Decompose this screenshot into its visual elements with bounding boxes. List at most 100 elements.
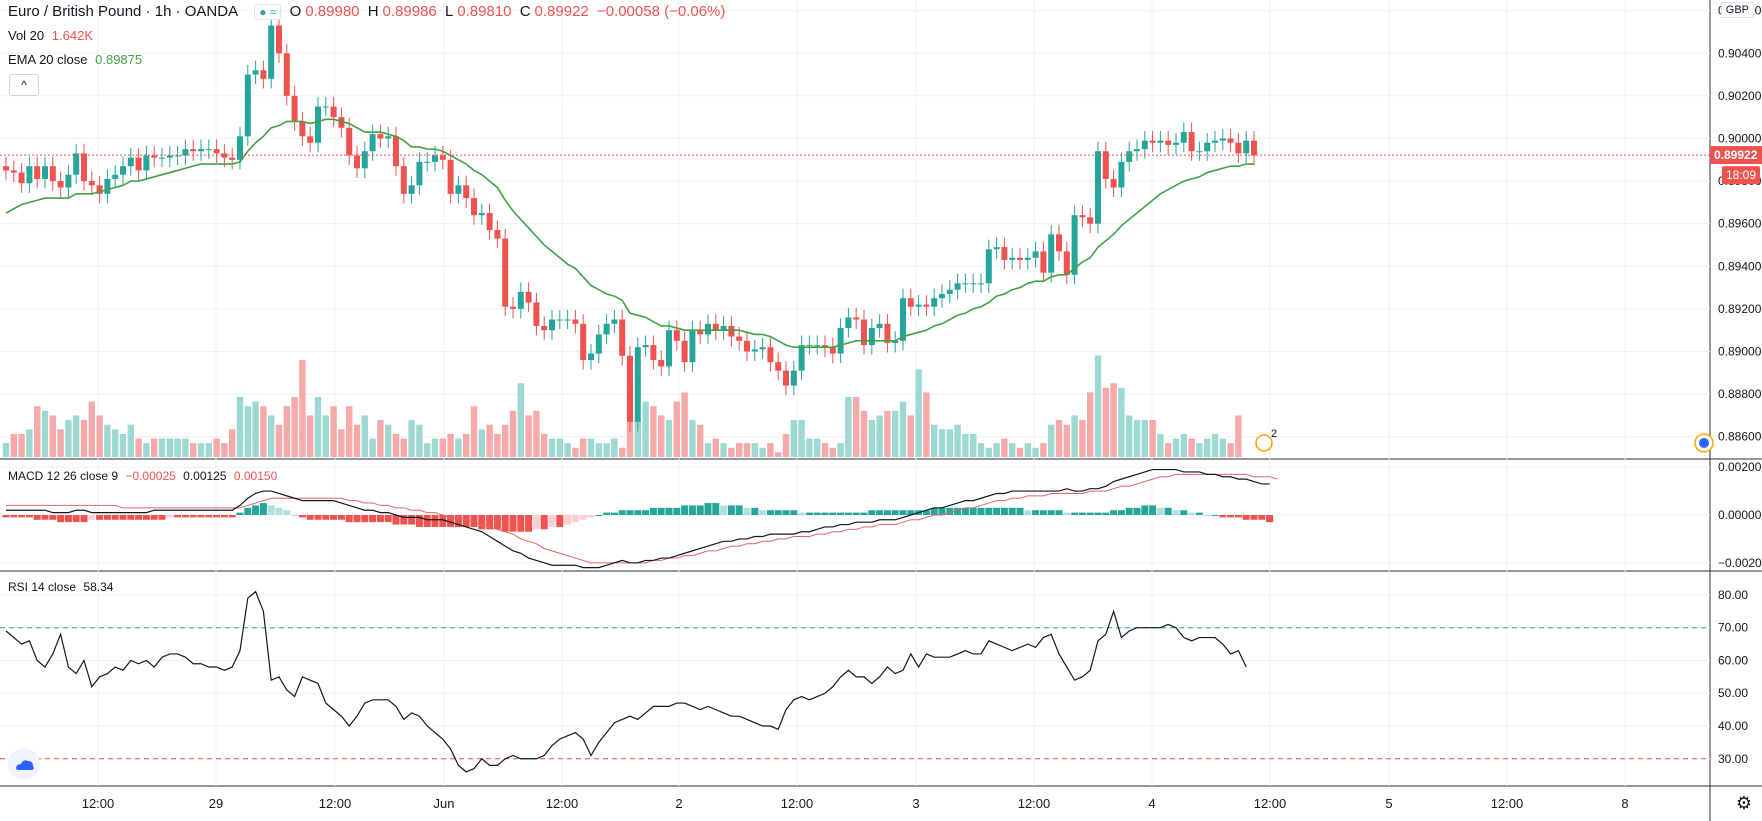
candle-body[interactable] [18,172,25,184]
candle-body[interactable] [931,298,938,307]
candle-body[interactable] [1118,161,1125,188]
candle-body[interactable] [354,155,360,169]
candle-body[interactable] [463,185,470,199]
candle-body[interactable] [49,166,56,182]
candle-body[interactable] [658,360,665,367]
candle-body[interactable] [1079,215,1086,218]
candle-body[interactable] [1141,140,1148,150]
candle-body[interactable] [213,149,220,154]
candle-body[interactable] [455,185,462,194]
candle-body[interactable] [1056,234,1062,252]
candle-body[interactable] [798,345,805,371]
candle-body[interactable] [1204,142,1211,152]
candle-body[interactable] [1219,138,1226,141]
candle-body[interactable] [1126,151,1133,162]
collapse-legend-button[interactable]: ^ [9,74,39,96]
candle-body[interactable] [541,325,548,331]
candle-body[interactable] [1071,215,1078,275]
candle-body[interactable] [486,213,493,231]
candle-body[interactable] [229,157,236,160]
candle-body[interactable] [1227,138,1234,143]
candle-body[interactable] [751,349,758,352]
candle-body[interactable] [915,304,922,307]
candle-body[interactable] [1188,132,1195,152]
candle-body[interactable] [42,166,48,179]
currency-button[interactable]: GBP [1720,2,1754,18]
candle-body[interactable] [861,319,867,346]
candle-body[interactable] [853,317,860,320]
candle-body[interactable] [892,340,899,343]
candle-body[interactable] [471,198,477,216]
candle-body[interactable] [627,355,633,422]
candle-body[interactable] [556,319,563,321]
candle-body[interactable] [681,340,688,363]
candle-body[interactable] [494,230,501,239]
candle-body[interactable] [1102,151,1109,179]
candle-body[interactable] [962,283,969,285]
candle-body[interactable] [252,70,259,75]
candle-body[interactable] [634,347,641,422]
candle-body[interactable] [322,106,329,108]
candle-body[interactable] [291,95,298,122]
candle-body[interactable] [369,134,376,152]
candle-body[interactable] [1095,151,1101,224]
candle-body[interactable] [416,161,423,186]
candle-body[interactable] [845,317,852,329]
candle-body[interactable] [923,304,930,307]
candle-body[interactable] [588,353,594,361]
macd-legend[interactable]: MACD 12 26 close 9 −0.00025 0.00125 0.00… [8,469,281,483]
candle-body[interactable] [533,302,540,326]
candle-body[interactable] [478,213,485,216]
candle-body[interactable] [346,127,353,156]
candle-body[interactable] [81,153,87,182]
candle-body[interactable] [361,151,368,169]
candle-body[interactable] [1196,151,1203,153]
symbol-title[interactable]: Euro / British Pound · 1h · OANDA [8,3,239,20]
candle-body[interactable] [1180,132,1187,143]
candle-body[interactable] [120,166,126,175]
candle-body[interactable] [814,345,821,347]
candle-body[interactable] [611,319,618,324]
candle-body[interactable] [174,155,181,157]
candle-body[interactable] [393,136,399,167]
candle-body[interactable] [65,174,72,188]
candle-body[interactable] [790,370,797,386]
ema-legend[interactable]: EMA 20 close 0.89875 [8,52,146,67]
candle-body[interactable] [88,181,95,186]
candle-body[interactable] [447,159,454,194]
candle-body[interactable] [985,249,992,284]
candle-body[interactable] [783,370,789,386]
candle-body[interactable] [159,157,165,159]
candle-body[interactable] [1048,234,1055,273]
candle-body[interactable] [10,170,17,173]
candle-body[interactable] [299,121,306,137]
candle-body[interactable] [166,155,173,158]
candle-body[interactable] [330,106,337,118]
candle-body[interactable] [580,323,587,361]
candle-body[interactable] [1165,140,1172,145]
candle-body[interactable] [603,323,610,335]
candle-body[interactable] [806,345,813,347]
candle-body[interactable] [198,149,204,152]
candle-body[interactable] [939,293,945,299]
candle-body[interactable] [1110,178,1117,188]
candle-body[interactable] [1009,257,1016,260]
candle-body[interactable] [510,306,516,309]
candle-body[interactable] [673,330,680,341]
candle-body[interactable] [970,283,977,285]
candle-body[interactable] [190,149,197,152]
candle-body[interactable] [307,136,314,143]
candle-body[interactable] [876,323,883,329]
candle-body[interactable] [96,185,103,194]
candle-body[interactable] [1243,140,1250,154]
candle-body[interactable] [1040,251,1047,273]
candle-body[interactable] [260,70,267,79]
candle-body[interactable] [712,323,719,331]
candle-body[interactable] [26,166,33,184]
candle-body[interactable] [720,325,727,331]
candle-body[interactable] [1032,251,1039,258]
candle-body[interactable] [978,283,984,285]
candle-body[interactable] [1024,257,1031,260]
candle-body[interactable] [993,247,1000,250]
candle-body[interactable] [689,330,696,363]
